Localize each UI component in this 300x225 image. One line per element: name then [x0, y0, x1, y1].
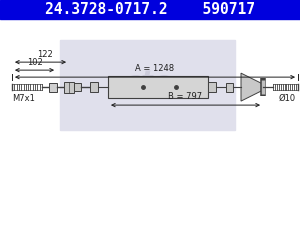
Text: 102: 102 [27, 58, 42, 67]
Bar [108, 76, 208, 98]
Bar [208, 82, 216, 92]
Bar [60, 40, 235, 130]
Polygon shape [241, 73, 263, 101]
Text: B = 797: B = 797 [168, 92, 202, 101]
Bar [0, 0, 300, 19]
Bar [64, 82, 74, 93]
Bar [226, 83, 233, 92]
Text: ate: ate [124, 69, 172, 96]
Bar [90, 82, 98, 92]
Text: A = 1248: A = 1248 [135, 64, 175, 73]
Bar [49, 83, 57, 92]
Text: 122: 122 [37, 50, 52, 59]
Text: M7x1: M7x1 [12, 94, 35, 103]
Text: 24.3728-0717.2    590717: 24.3728-0717.2 590717 [45, 2, 255, 17]
Bar [74, 83, 81, 91]
Text: Ø10: Ø10 [279, 94, 296, 103]
